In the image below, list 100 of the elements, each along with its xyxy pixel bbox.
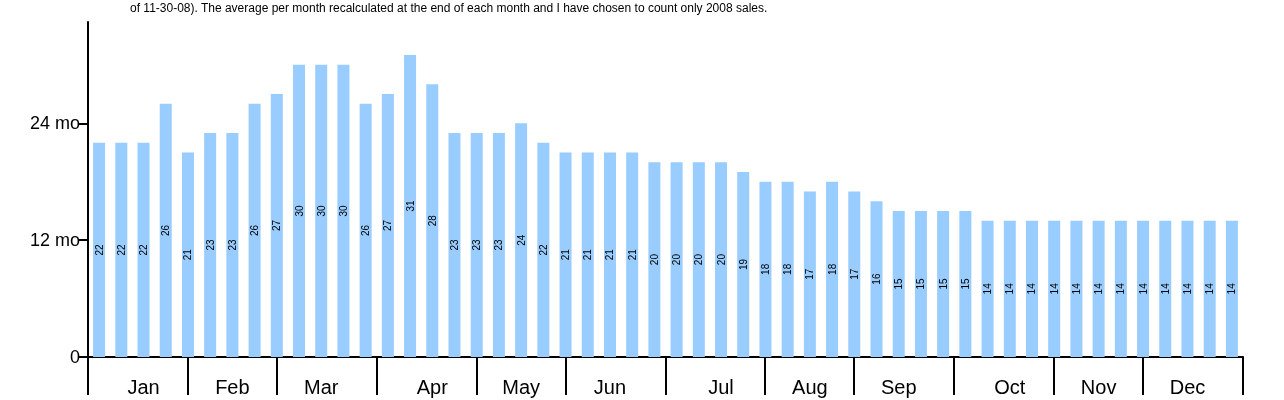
bar xyxy=(181,152,194,357)
bar xyxy=(1003,220,1016,357)
data-label: 14 xyxy=(1026,282,1038,295)
y-tick-label: 24 mo xyxy=(29,113,80,134)
bar xyxy=(1137,220,1150,357)
data-label: 30 xyxy=(293,204,305,217)
data-label: 18 xyxy=(826,263,838,275)
bar xyxy=(248,103,261,357)
x-tick-label: Aug xyxy=(792,376,828,398)
data-label: 17 xyxy=(848,268,860,280)
data-label: 14 xyxy=(1226,282,1238,295)
bar xyxy=(1092,220,1105,357)
data-label: 23 xyxy=(204,239,216,251)
data-label: 14 xyxy=(1204,282,1216,295)
y-tick-label: 0 xyxy=(69,347,80,367)
bar xyxy=(670,162,683,357)
data-label: 14 xyxy=(982,282,994,295)
bar xyxy=(337,64,350,357)
bar xyxy=(603,152,616,357)
data-label: 14 xyxy=(1070,282,1082,295)
x-tick-label: May xyxy=(502,376,541,398)
data-label: 26 xyxy=(160,224,172,236)
bar xyxy=(93,142,106,357)
data-label: 15 xyxy=(915,277,927,290)
bar xyxy=(1203,220,1216,357)
data-label: 16 xyxy=(871,273,883,285)
bar xyxy=(1225,220,1238,357)
data-label: 26 xyxy=(249,224,261,236)
data-label: 22 xyxy=(93,243,105,256)
data-label: 15 xyxy=(893,277,905,290)
x-tick-label: Apr xyxy=(416,376,449,398)
bar xyxy=(537,142,550,357)
bar xyxy=(137,142,150,357)
bar xyxy=(448,133,461,357)
bar xyxy=(1048,220,1061,357)
data-label: 22 xyxy=(115,243,127,256)
data-label: 21 xyxy=(626,248,638,261)
data-label: 21 xyxy=(182,248,194,261)
bar xyxy=(381,94,394,357)
bar xyxy=(581,152,594,357)
data-label: 18 xyxy=(782,263,794,275)
data-label: 22 xyxy=(537,243,549,256)
bar xyxy=(826,181,839,357)
data-label: 27 xyxy=(271,219,283,232)
data-label: 14 xyxy=(1137,282,1149,295)
bar xyxy=(1181,220,1194,357)
bar xyxy=(892,210,905,357)
data-label: 30 xyxy=(315,204,327,217)
data-label: 23 xyxy=(471,239,483,251)
bar xyxy=(293,64,306,357)
data-label: 21 xyxy=(560,248,572,261)
data-label: 20 xyxy=(715,253,727,266)
x-tick-label: Dec xyxy=(1169,376,1206,398)
bar xyxy=(781,181,794,357)
data-label: 26 xyxy=(360,224,372,236)
data-label: 18 xyxy=(759,263,771,275)
bar xyxy=(959,210,972,357)
y-tick-label: 12 mo xyxy=(29,230,80,251)
data-label: 19 xyxy=(737,258,749,271)
data-label: 24 xyxy=(515,234,527,246)
bar xyxy=(1114,220,1127,357)
bar xyxy=(159,103,172,357)
data-label: 20 xyxy=(693,253,705,266)
data-label: 20 xyxy=(671,253,683,266)
data-label: 23 xyxy=(226,239,238,251)
bar xyxy=(981,220,994,357)
data-label: 21 xyxy=(604,248,616,261)
data-label: 27 xyxy=(382,219,394,232)
data-label: 23 xyxy=(493,239,505,251)
bar xyxy=(937,210,950,357)
bar xyxy=(1070,220,1083,357)
data-label: 14 xyxy=(1048,282,1060,295)
x-tick-label: Feb xyxy=(215,376,250,398)
bar xyxy=(848,191,861,357)
x-tick-label: Nov xyxy=(1080,376,1117,398)
bar xyxy=(914,210,927,357)
bar xyxy=(115,142,128,357)
x-tick-label: Mar xyxy=(303,376,339,398)
data-label: 14 xyxy=(1004,282,1016,295)
x-tick-label: Sep xyxy=(880,376,917,398)
bar xyxy=(1025,220,1038,357)
bar xyxy=(515,123,528,357)
x-tick-label: Oct xyxy=(994,376,1026,398)
data-label: 28 xyxy=(426,214,438,227)
data-label: 31 xyxy=(404,200,416,212)
bar xyxy=(648,162,661,357)
bar xyxy=(204,133,217,357)
data-label: 30 xyxy=(337,204,349,217)
data-label: 21 xyxy=(582,248,594,261)
x-tick-label: Jul xyxy=(708,376,734,398)
data-label: 14 xyxy=(1093,282,1105,295)
data-label: 14 xyxy=(1115,282,1127,295)
data-label: 15 xyxy=(959,277,971,290)
bar xyxy=(270,94,283,357)
data-label: 15 xyxy=(937,277,949,290)
bar xyxy=(404,55,417,357)
bar xyxy=(315,64,328,357)
data-label: 14 xyxy=(1159,282,1171,295)
bar xyxy=(737,171,750,357)
bar xyxy=(759,181,772,357)
